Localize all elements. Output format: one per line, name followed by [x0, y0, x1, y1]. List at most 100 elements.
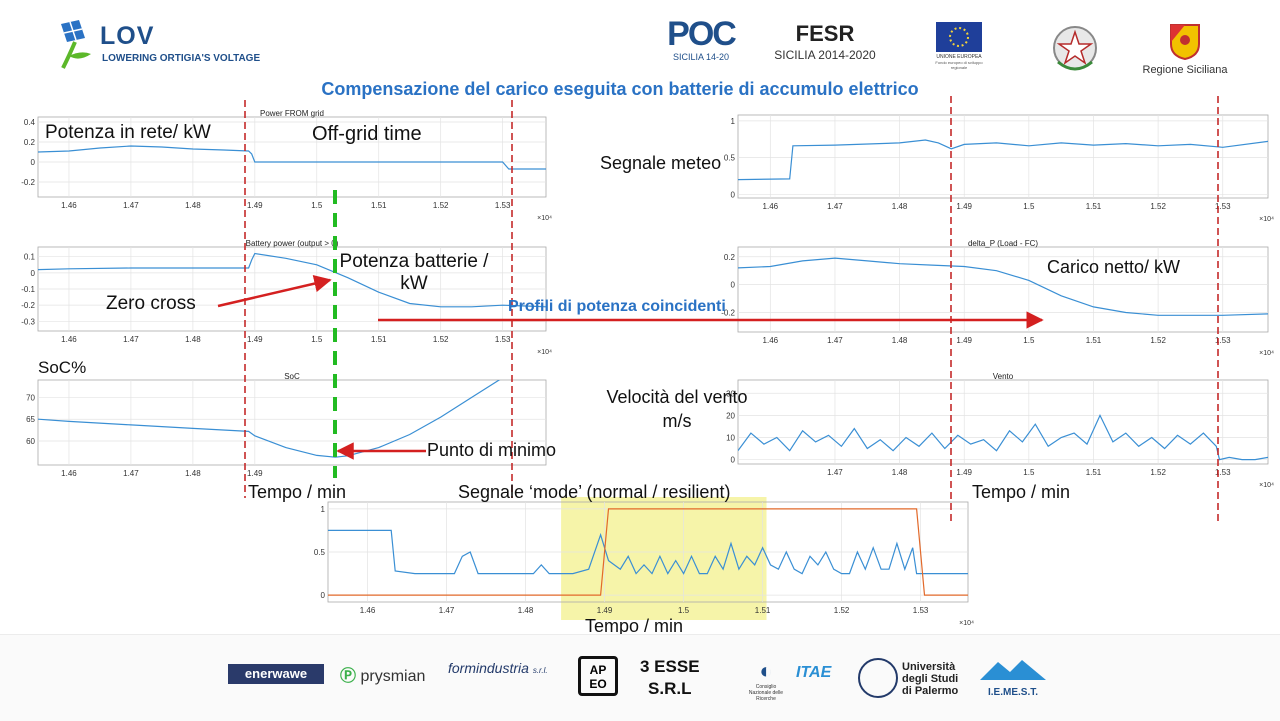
fesr-sub: SICILIA 2014-2020 — [774, 48, 876, 62]
label-tempo-right: Tempo / min — [972, 482, 1071, 502]
x-tick-label: 1.51 — [1086, 336, 1102, 345]
y-tick-label: 0 — [731, 456, 736, 465]
chart-mode: 0 0.5 1 1.46 1.47 1.48 1.49 1.5 1.51 1.52 1.53 ×10⁴ — [314, 497, 974, 627]
x-tick-label: 1.52 — [1150, 336, 1166, 345]
series-line-battery-0 — [38, 252, 546, 308]
y-tick-label: 0.2 — [24, 138, 36, 147]
iemest-logo: I.E.ME.S.T. — [975, 656, 1051, 698]
chart-battery-power: -0.3 -0.2 -0.1 0 0.1 1.46 1.47 1.48 1.49 1.5 1.51 1… — [21, 239, 552, 356]
x-tick-label: 1.52 — [1150, 468, 1166, 477]
label-profili: Profili di potenza coincidenti — [508, 298, 726, 315]
x-tick-label: 1.47 — [123, 335, 139, 344]
italy-emblem — [1050, 22, 1100, 74]
y-tick-label: 1 — [731, 117, 736, 126]
y-tick-label: 65 — [26, 415, 35, 424]
x-tick-label: 1.5 — [1023, 202, 1035, 211]
x-tick-label: 1.53 — [913, 606, 929, 615]
chart-title: delta_P (Load - FC) — [968, 239, 1038, 248]
label-velocita-vento: Velocità del vento m/s — [592, 387, 762, 432]
x-exponent-label: ×10⁴ — [537, 349, 552, 356]
x-tick-label: 1.47 — [827, 336, 843, 345]
y-tick-label: 0 — [321, 591, 326, 600]
x-tick-label: 1.52 — [834, 606, 850, 615]
solar-panel-icon — [61, 20, 91, 69]
y-tick-label: 20 — [726, 411, 735, 420]
y-tick-label: -0.2 — [21, 301, 35, 310]
label-soc: SoC% — [38, 358, 87, 377]
x-tick-label: 1.49 — [956, 468, 972, 477]
plot-frame — [37, 379, 547, 466]
x-exponent-label: ×10⁴ — [537, 215, 552, 222]
series-line-mode-0 — [328, 529, 968, 575]
label-velocita-line1: Velocità del vento — [606, 387, 748, 407]
lov-subtitle: LOWERING ORTIGIA'S VOLTAGE — [102, 53, 261, 64]
x-tick-label: 1.49 — [956, 336, 972, 345]
x-tick-label: 1.5 — [678, 606, 690, 615]
iemest-text: I.E.ME.S.T. — [987, 687, 1038, 698]
series-line-meteo-0 — [738, 139, 1268, 181]
x-tick-label: 1.47 — [439, 606, 455, 615]
prysmian-logo: Ⓟ prysmian — [340, 668, 426, 685]
chart-title: SoC — [284, 372, 300, 381]
enerwawe-logo: enerwawe — [228, 664, 324, 684]
x-tick-label: 1.49 — [247, 201, 263, 210]
y-tick-label: -0.1 — [21, 285, 35, 294]
y-tick-label: 0 — [731, 281, 736, 290]
y-tick-label: 70 — [26, 393, 35, 402]
chart-grid-power: -0.2 0 0.2 0.4 1.46 1.47 1.48 1.49 1.5 1.51 1.52 1.… — [21, 109, 552, 222]
x-tick-label: 1.49 — [597, 606, 613, 615]
label-carico-netto: Carico netto/ kW — [1047, 257, 1181, 277]
label-segnale-meteo: Segnale meteo — [600, 153, 722, 173]
footer-logos — [0, 634, 1280, 721]
plot-frame — [737, 379, 1269, 465]
unipa-logo: Università degli Studi di Palermo — [902, 661, 959, 697]
poc-sub: SICILIA 14-20 — [672, 52, 730, 62]
x-tick-label: 1.46 — [61, 201, 77, 210]
resilient-highlight-band — [561, 497, 767, 620]
x-tick-label: 1.51 — [1086, 202, 1102, 211]
eu-logo: UNIONE EUROPEA Fondo europeo di sviluppo… — [928, 22, 990, 74]
x-tick-label: 1.47 — [123, 469, 139, 478]
plot-frame — [37, 116, 547, 198]
y-tick-label: 0.5 — [314, 548, 326, 557]
x-exponent-label: ×10⁴ — [959, 620, 974, 627]
x-tick-label: 1.48 — [185, 335, 201, 344]
poc-logo: POC SICILIA 14-20 — [662, 16, 740, 68]
x-tick-label: 1.46 — [763, 336, 779, 345]
y-tick-label: -0.2 — [721, 308, 735, 317]
chart-title: Power FROM grid — [260, 109, 324, 118]
eu-text: UNIONE EUROPEA — [936, 54, 982, 60]
label-off-grid: Off-grid time — [312, 123, 422, 145]
formindustria-logo: formindustria s.r.l. — [448, 660, 548, 676]
label-potenza-batterie: Potenza batterie / kW — [334, 251, 494, 295]
label-velocita-line2: m/s — [662, 411, 692, 431]
x-tick-label: 1.48 — [892, 202, 908, 211]
series-line-soc-0 — [38, 380, 501, 458]
x-tick-label: 1.5 — [311, 335, 323, 344]
y-tick-label: 0 — [31, 269, 36, 278]
x-tick-label: 1.5 — [1023, 468, 1035, 477]
eu-sub: Fondo europeo di sviluppo regionale — [935, 60, 983, 70]
label-segnale-mode: Segnale ‘mode’ (normal / resilient) — [458, 482, 731, 502]
chart-meteo: 0 0.5 1 1.46 1.47 1.48 1.49 1.5 1.51 1.52 1.53 ×10⁴ — [724, 114, 1274, 223]
fesr-logo: FESR SICILIA 2014-2020 — [770, 20, 880, 70]
x-tick-label: 1.52 — [433, 335, 449, 344]
chart-vento: 0 10 20 30 1.47 1.48 1.49 1.5 1.51 1.52 1.53 ×10⁴ Ve… — [726, 372, 1274, 489]
x-tick-label: 1.52 — [433, 201, 449, 210]
x-tick-label: 1.53 — [1215, 336, 1231, 345]
x-exponent-label: ×10⁴ — [1259, 350, 1274, 357]
series-line-grid-0 — [38, 145, 546, 170]
y-tick-label: 30 — [726, 389, 735, 398]
x-tick-label: 1.46 — [360, 606, 376, 615]
label-potenza-rete: Potenza in rete/ kW — [45, 122, 211, 143]
y-tick-label: -0.2 — [21, 178, 35, 187]
y-tick-label: 0 — [731, 190, 736, 199]
series-line-delta-0 — [738, 257, 1268, 316]
x-tick-label: 1.49 — [956, 202, 972, 211]
iemest-mountain-icon — [980, 660, 1046, 680]
3-esse-logo: 3 ESSE S.R.L — [640, 657, 700, 698]
x-tick-label: 1.49 — [247, 469, 263, 478]
x-tick-label: 1.51 — [755, 606, 771, 615]
label-punto-minimo: Punto di minimo — [427, 440, 557, 460]
lov-title: LOV — [100, 22, 155, 50]
